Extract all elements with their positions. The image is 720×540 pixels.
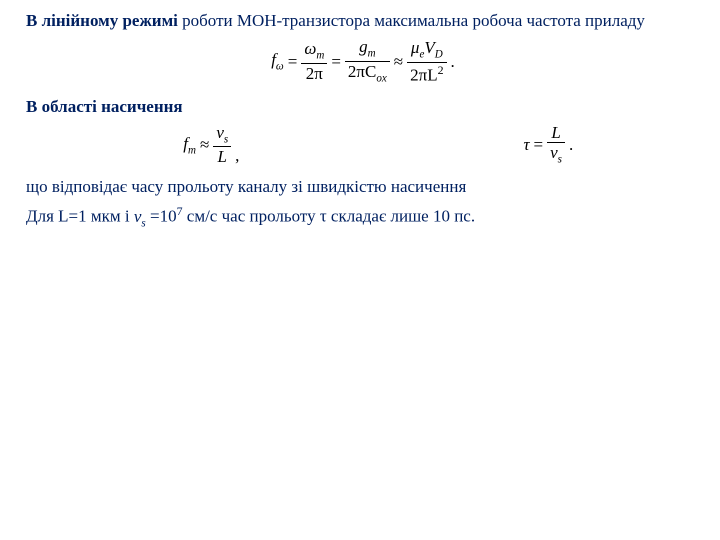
p2-bold: В області насичення bbox=[26, 97, 183, 116]
paragraph-example: Для L=1 мкм і vs =107 см/с час прольоту … bbox=[26, 204, 700, 230]
p1-bold: В лінійному режимі bbox=[26, 11, 178, 30]
formula-2: fm ≈ vs L , bbox=[183, 124, 239, 167]
formula-3: τ = L vs . bbox=[523, 124, 573, 167]
p4-post: см/с час прольоту τ складає лише 10 пс. bbox=[183, 207, 476, 226]
p1-rest: роботи МОН-транзистора максимальна робоч… bbox=[178, 11, 645, 30]
formula-1: fω = ωm 2π = gm 2πCox ≈ μeVD 2πL2 . bbox=[26, 38, 700, 86]
paragraph-transit: що відповідає часу прольоту каналу зі шв… bbox=[26, 176, 700, 198]
p3-text: що відповідає часу прольоту каналу зі шв… bbox=[26, 177, 466, 196]
paragraph-linear: В лінійному режимі роботи МОН-транзистор… bbox=[26, 10, 700, 32]
formula-2-row: fm ≈ vs L , τ = L vs . bbox=[26, 124, 700, 167]
paragraph-saturation: В області насичення bbox=[26, 96, 700, 118]
p4-mid: =10 bbox=[146, 207, 177, 226]
p4-pre: Для L=1 мкм і bbox=[26, 207, 134, 226]
